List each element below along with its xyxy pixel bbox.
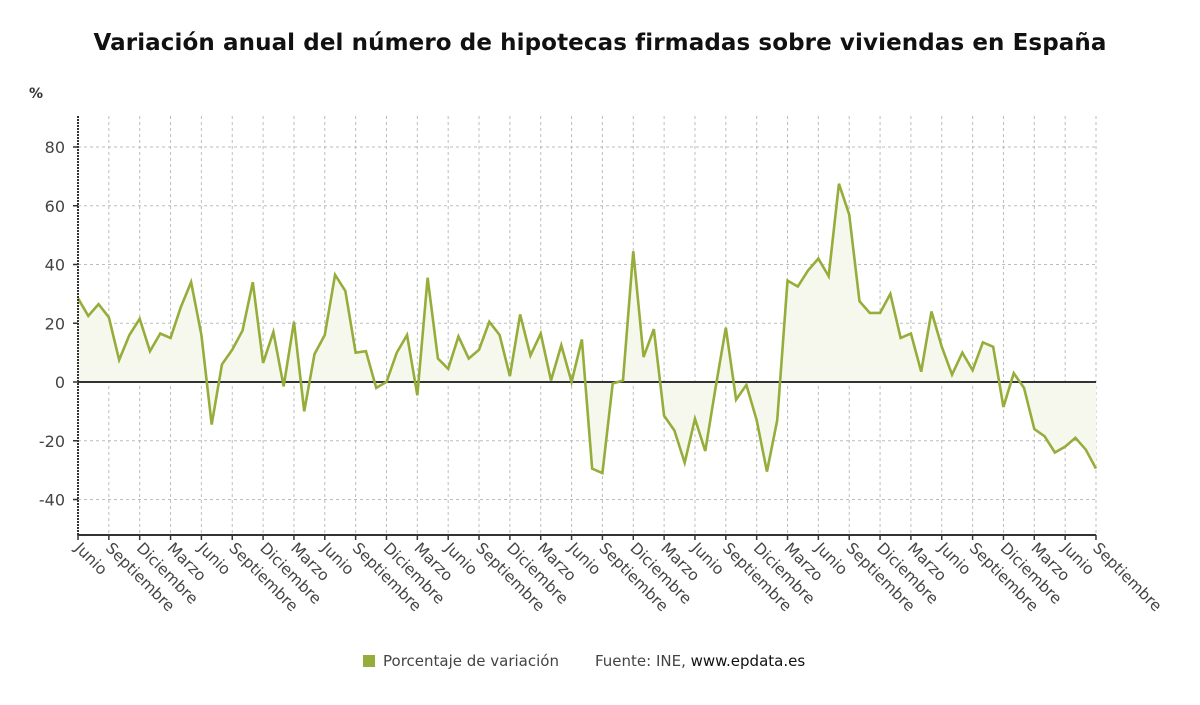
y-tick-label: 40 bbox=[45, 256, 65, 275]
horizontal-gridlines bbox=[73, 146, 1096, 501]
y-tick-label: 20 bbox=[45, 314, 65, 333]
chart-title: Variación anual del número de hipotecas … bbox=[93, 30, 1107, 56]
series-area-fill bbox=[78, 183, 1096, 474]
source-link[interactable]: www.epdata.es bbox=[690, 652, 806, 670]
y-tick-label: -40 bbox=[39, 491, 65, 510]
source-prefix: Fuente: INE, bbox=[594, 652, 691, 670]
series-line-porcentaje-de-variacion bbox=[76, 183, 1098, 475]
series-points bbox=[77, 182, 1098, 474]
legend-label: Porcentaje de variación bbox=[383, 652, 559, 670]
y-tick-label: 60 bbox=[45, 197, 65, 216]
y-tick-label: -20 bbox=[39, 432, 65, 451]
source-note: Fuente: INE, www.epdata.es bbox=[595, 652, 805, 670]
y-tick-label: 0 bbox=[55, 373, 65, 392]
y-axis-unit-label: % bbox=[29, 86, 44, 102]
x-tick-labels: JunioSeptiembreDiciembreMarzoJunioSeptie… bbox=[70, 538, 1165, 615]
x-tick-label: Septiembre bbox=[1089, 539, 1165, 615]
y-tick-labels: 80 60 40 20 0 -20 -40 bbox=[39, 138, 65, 510]
vertical-gridlines bbox=[77, 116, 1097, 540]
y-tick-label: 80 bbox=[45, 138, 65, 157]
legend: Porcentaje de variación Fuente: INE, www… bbox=[363, 652, 805, 670]
x-tick-label: Junio bbox=[70, 538, 110, 578]
legend-swatch bbox=[363, 655, 375, 667]
